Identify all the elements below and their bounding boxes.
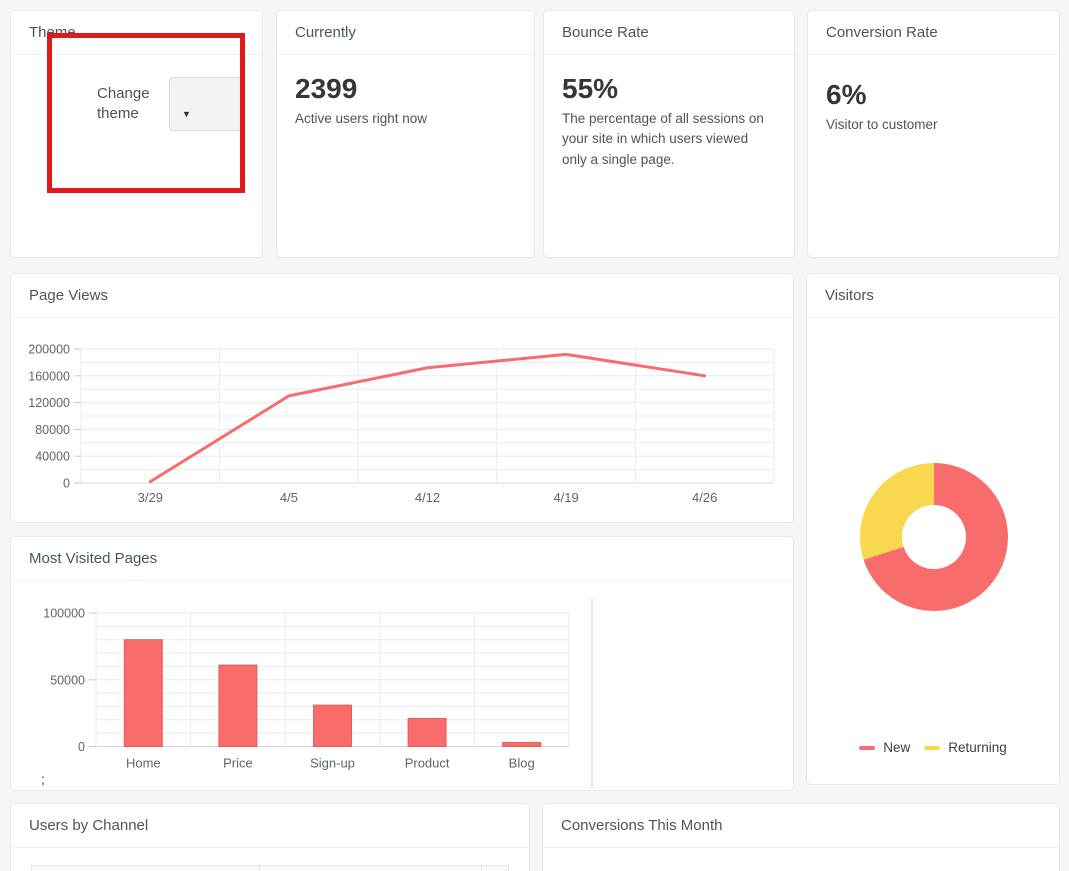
legend-label: Returning [948, 740, 1007, 755]
users-by-channel-card: Users by Channel [10, 803, 530, 871]
active-users-value: 2399 [295, 73, 358, 104]
svg-text:100000: 100000 [43, 607, 85, 621]
bounce-rate-card-title: Bounce Rate [544, 11, 794, 55]
svg-text:160000: 160000 [28, 369, 70, 383]
legend-item-new: New [859, 740, 910, 755]
svg-text:120000: 120000 [28, 396, 70, 410]
page-views-chart: 0 40000 80000 120000 160000 200000 3/29 4/5 4/12… [28, 343, 775, 505]
svg-text:Blog: Blog [509, 756, 535, 771]
channel-table-header [31, 865, 509, 871]
theme-card-title: Theme [11, 11, 262, 55]
channel-table-header-cell [32, 866, 259, 871]
legend-item-returning: Returning [924, 740, 1007, 755]
channel-table-header-cell [481, 866, 508, 871]
conversion-rate-card: Conversion Rate 6% Visitor to customer [807, 10, 1060, 258]
currently-card-title: Currently [277, 11, 534, 55]
page-views-card-title: Page Views [11, 274, 793, 318]
active-users-subtitle: Active users right now [295, 111, 428, 126]
bounce-rate-subtitle: The percentage of all sessions on your s… [562, 111, 764, 167]
theme-select[interactable]: ▼ [169, 77, 242, 131]
svg-text:4/5: 4/5 [280, 490, 298, 505]
stray-semicolon-text: ; [41, 771, 45, 787]
page-views-card: Page Views 0 40000 80000 120000 160000 200000… [10, 273, 794, 523]
conversion-rate-value: 6% [826, 79, 867, 110]
change-theme-label: Change theme [97, 84, 150, 122]
visitors-card: Visitors New Returning [806, 273, 1060, 785]
visitors-donut-hole [902, 505, 966, 569]
conversions-this-month-card: Conversions This Month [542, 803, 1060, 871]
legend-dash-icon [924, 745, 941, 750]
svg-text:80000: 80000 [35, 423, 70, 437]
currently-card: Currently 2399 Active users right now [276, 10, 535, 258]
most-visited-pages-card-title: Most Visited Pages [11, 537, 793, 581]
svg-text:Sign-up: Sign-up [310, 756, 355, 771]
svg-text:50000: 50000 [50, 673, 85, 687]
theme-card: Theme Change theme ▼ [10, 10, 263, 258]
svg-text:3/29: 3/29 [138, 490, 163, 505]
users-by-channel-card-title: Users by Channel [11, 804, 529, 848]
svg-text:0: 0 [63, 477, 70, 491]
most-visited-pages-chart: 0 50000 100000 Home Price Sign-up Product Blog [43, 599, 593, 788]
chevron-down-icon: ▼ [182, 109, 191, 119]
svg-text:Home: Home [126, 756, 161, 771]
svg-text:200000: 200000 [28, 343, 70, 357]
svg-text:40000: 40000 [35, 450, 70, 464]
bounce-rate-card: Bounce Rate 55% The percentage of all se… [543, 10, 795, 258]
conversion-rate-subtitle: Visitor to customer [826, 117, 938, 132]
svg-text:4/19: 4/19 [553, 490, 578, 505]
svg-text:Price: Price [223, 756, 253, 771]
legend-label: New [883, 740, 911, 755]
legend-dash-icon [859, 745, 876, 750]
conversion-rate-card-title: Conversion Rate [808, 11, 1059, 55]
svg-text:Product: Product [405, 756, 450, 771]
svg-text:4/12: 4/12 [415, 490, 440, 505]
svg-text:0: 0 [78, 740, 85, 754]
visitors-donut [860, 463, 1008, 611]
visitors-card-title: Visitors [807, 274, 1059, 318]
channel-table-header-cell [259, 866, 481, 871]
svg-text:4/26: 4/26 [692, 490, 717, 505]
theme-card-body: Change theme ▼ [11, 55, 262, 131]
most-visited-pages-card: Most Visited Pages 0 50000 100000 Home Price… [10, 536, 794, 791]
visitors-legend: New Returning [807, 740, 1059, 755]
bounce-rate-value: 55% [562, 73, 619, 104]
conversions-this-month-card-title: Conversions This Month [543, 804, 1059, 848]
